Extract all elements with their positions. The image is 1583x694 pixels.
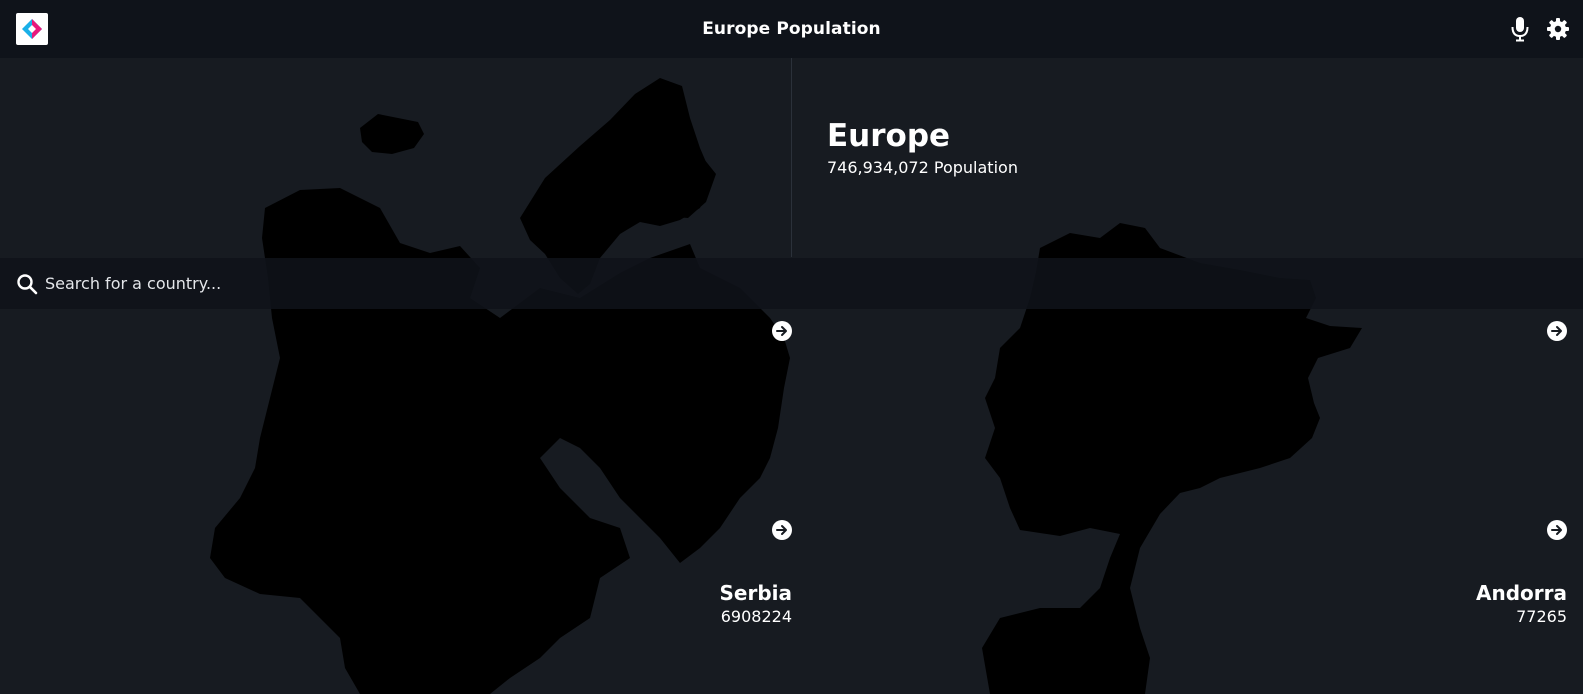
arrow-right-icon[interactable] (1547, 321, 1567, 341)
search-icon (16, 273, 38, 295)
region-population-label: Population (933, 158, 1018, 177)
search-bar (0, 258, 1583, 309)
region-name: Europe (827, 118, 951, 154)
hero-divider (791, 58, 792, 257)
country-population: 6908224 (720, 607, 792, 626)
arrow-right-icon[interactable] (772, 520, 792, 540)
app-title: Europe Population (702, 19, 881, 39)
andorra-shape (982, 223, 1362, 694)
country-population: 77265 (1516, 607, 1567, 626)
region-summary: Europe 746,934,072 Population (827, 116, 1018, 177)
microphone-icon[interactable] (1508, 16, 1532, 42)
finland-shape (648, 148, 716, 218)
diamond-logo-icon[interactable] (16, 13, 48, 45)
arrow-right-icon[interactable] (1547, 520, 1567, 540)
arrow-right-icon[interactable] (772, 321, 792, 341)
gear-icon[interactable] (1546, 16, 1570, 42)
country-card-andorra[interactable]: Andorra 77265 (1476, 580, 1567, 628)
map-silhouettes (210, 78, 1362, 694)
iceland-shape (360, 114, 424, 154)
app-header: Europe Population (0, 0, 1583, 58)
scandinavia-shape (520, 78, 712, 294)
map-artwork (0, 58, 1583, 694)
country-card-serbia[interactable]: Serbia 6908224 (720, 580, 793, 628)
mainland-europe-shape (210, 188, 790, 694)
region-population-value: 746,934,072 (827, 158, 929, 177)
region-population-line: 746,934,072 Population (827, 158, 1018, 177)
country-name: Andorra (1476, 581, 1567, 605)
search-input[interactable] (45, 266, 745, 301)
country-name: Serbia (719, 581, 793, 605)
